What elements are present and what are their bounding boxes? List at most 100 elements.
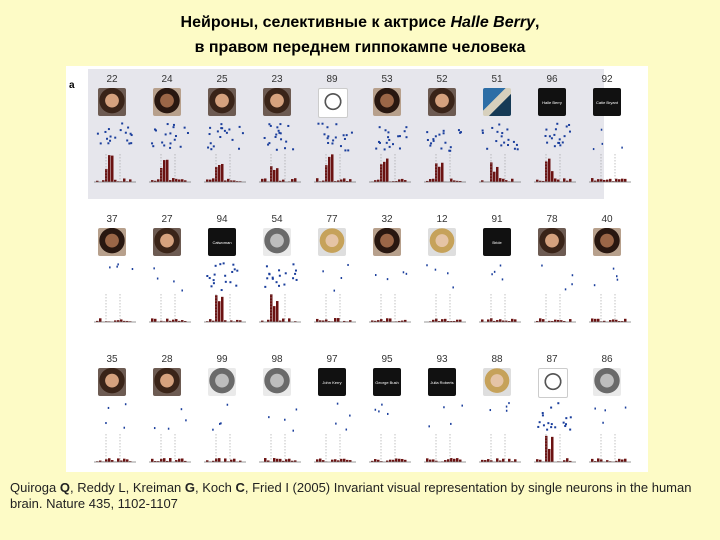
psth-bar bbox=[621, 321, 624, 322]
psth-bar bbox=[129, 321, 132, 322]
spike-mark bbox=[564, 425, 567, 428]
spike-mark bbox=[278, 284, 281, 287]
stimulus-number: 94 bbox=[216, 214, 228, 225]
psth-bar bbox=[551, 171, 554, 182]
psth-bar bbox=[481, 319, 484, 322]
stimulus-cell: 54 bbox=[255, 214, 307, 334]
psth-bar bbox=[380, 319, 383, 322]
raster-plot bbox=[589, 406, 631, 463]
psth-bar bbox=[96, 180, 99, 182]
psth-bar bbox=[316, 318, 319, 322]
spike-mark bbox=[541, 264, 543, 267]
psth-bar bbox=[612, 319, 615, 322]
raster-plot bbox=[149, 123, 191, 183]
spike-mark bbox=[434, 135, 437, 138]
psth-bar bbox=[594, 461, 597, 462]
spike-mark bbox=[443, 406, 445, 409]
spike-mark bbox=[571, 274, 574, 277]
spike-mark bbox=[343, 137, 346, 140]
stimulus-image bbox=[153, 368, 181, 396]
stimulus-image: Julia Roberts bbox=[428, 368, 456, 396]
stimulus-number: 12 bbox=[436, 214, 448, 225]
spike-mark bbox=[397, 135, 400, 138]
spike-mark bbox=[493, 270, 496, 273]
psth-bar bbox=[282, 318, 285, 322]
stimulus-image: Catwoman bbox=[208, 228, 236, 256]
spike-mark bbox=[172, 126, 175, 129]
stimulus-number: 88 bbox=[491, 354, 503, 365]
spike-mark bbox=[378, 126, 381, 129]
psth-bar bbox=[456, 180, 459, 182]
spike-mark bbox=[231, 138, 234, 141]
raster-plot bbox=[259, 408, 301, 463]
spike-mark bbox=[450, 422, 452, 425]
psth-bar bbox=[282, 460, 285, 462]
spike-mark bbox=[173, 280, 175, 283]
psth-bar bbox=[438, 166, 441, 182]
spike-mark bbox=[99, 142, 102, 145]
stimulus-number: 32 bbox=[381, 214, 393, 225]
psth-bar bbox=[371, 460, 374, 462]
psth-bar bbox=[279, 458, 282, 462]
spike-mark bbox=[292, 148, 295, 151]
spike-mark bbox=[268, 416, 270, 419]
psth-bar bbox=[484, 460, 487, 462]
psth-bar bbox=[276, 458, 279, 462]
psth-bar bbox=[276, 168, 279, 182]
spike-mark bbox=[434, 268, 437, 271]
psth-bar bbox=[224, 180, 227, 182]
stimulus-cell: 93 Julia Roberts bbox=[420, 354, 472, 474]
psth-bar bbox=[267, 460, 270, 462]
stimulus-cell: 27 bbox=[145, 214, 197, 334]
stimulus-cell: 12 bbox=[420, 214, 472, 334]
psth-bar bbox=[178, 458, 181, 462]
spike-mark bbox=[426, 131, 429, 134]
spike-mark bbox=[508, 402, 510, 405]
psth-bar bbox=[441, 319, 444, 322]
stimulus-cell: 53 bbox=[365, 74, 417, 194]
psth-bar bbox=[481, 459, 484, 462]
psth-bar bbox=[450, 458, 453, 462]
psth-bar bbox=[239, 320, 242, 322]
psth-bar bbox=[456, 458, 459, 462]
psth-bar bbox=[566, 180, 569, 182]
psth-bar bbox=[395, 181, 398, 182]
psth-bar bbox=[316, 178, 319, 182]
psth-bar bbox=[349, 460, 352, 462]
spike-mark bbox=[279, 123, 282, 126]
psth-bar bbox=[151, 318, 154, 322]
psth-bar bbox=[154, 180, 157, 182]
spike-mark bbox=[565, 423, 568, 426]
psth-bar bbox=[444, 460, 447, 462]
spike-mark bbox=[152, 145, 155, 148]
spike-mark bbox=[154, 129, 157, 132]
spike-mark bbox=[541, 414, 544, 417]
spike-mark bbox=[512, 140, 515, 143]
psth-bar bbox=[499, 178, 502, 182]
spike-mark bbox=[398, 135, 401, 138]
psth-bar bbox=[261, 178, 264, 182]
citation-part: Q bbox=[59, 480, 70, 495]
psth-bar bbox=[212, 460, 215, 462]
psth-bar bbox=[206, 460, 209, 462]
spike-mark bbox=[232, 263, 235, 266]
raster-plot bbox=[589, 267, 631, 323]
spike-mark bbox=[398, 147, 401, 150]
stimulus-image: Halle Berry bbox=[538, 88, 566, 116]
spike-mark bbox=[558, 138, 561, 141]
raster-plot bbox=[204, 403, 246, 463]
spike-mark bbox=[278, 131, 281, 134]
stimulus-cell: 87 bbox=[530, 354, 582, 474]
spike-mark bbox=[181, 289, 183, 292]
psth-bar bbox=[554, 319, 557, 322]
stimulus-image bbox=[98, 88, 126, 116]
psth-bar bbox=[615, 460, 618, 462]
raster-plot bbox=[314, 122, 356, 183]
spike-mark bbox=[183, 126, 186, 129]
spike-mark bbox=[185, 419, 187, 422]
spike-mark bbox=[388, 138, 391, 141]
spike-mark bbox=[496, 130, 499, 133]
psth-bar bbox=[600, 459, 603, 462]
spike-mark bbox=[495, 140, 498, 143]
psth-bar bbox=[316, 459, 319, 462]
